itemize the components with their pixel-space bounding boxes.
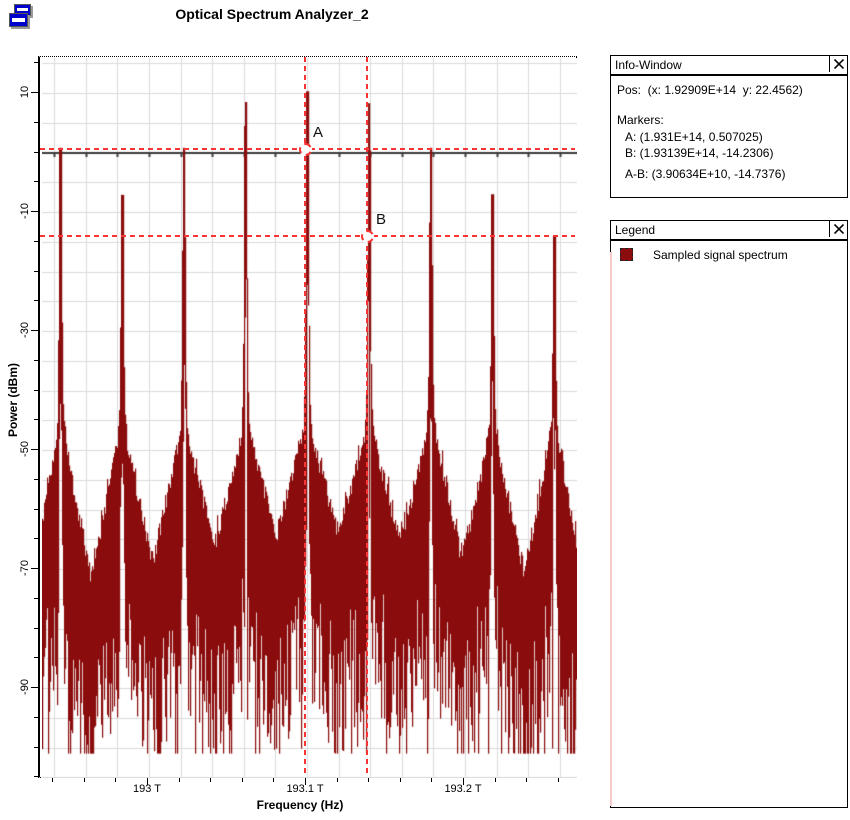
x-minor-tick <box>210 778 211 782</box>
marker-b-vline[interactable] <box>366 57 368 777</box>
marker-b-label: B <box>376 211 387 228</box>
y-major-tick <box>31 92 38 93</box>
x-minor-tick <box>400 778 401 782</box>
legend-title: Legend <box>615 223 656 237</box>
y-minor-tick <box>34 360 38 361</box>
y-minor-tick <box>34 657 38 658</box>
info-pos-readout: Pos: (x: 1.92909E+14 y: 22.4562) <box>617 83 803 97</box>
y-minor-tick <box>34 271 38 272</box>
y-major-tick <box>31 449 38 450</box>
info-marker-b-readout: B: (1.93139E+14, -14.2306) <box>625 146 774 160</box>
y-minor-tick <box>34 181 38 182</box>
y-major-tick <box>31 211 38 212</box>
y-minor-tick <box>34 479 38 480</box>
legend-close-button[interactable] <box>829 221 847 237</box>
marker-b-hline[interactable] <box>40 235 575 237</box>
y-minor-tick <box>34 419 38 420</box>
y-tick-label: -70 <box>19 560 31 576</box>
info-window-title: Info-Window <box>615 58 682 72</box>
y-minor-tick <box>34 241 38 242</box>
y-tick-label: -90 <box>19 679 31 695</box>
y-minor-tick <box>34 747 38 748</box>
y-tick-label: -10 <box>19 203 31 219</box>
x-minor-tick <box>558 778 559 782</box>
x-minor-tick <box>115 778 116 782</box>
y-minor-tick <box>34 122 38 123</box>
y-minor-tick <box>34 538 38 539</box>
y-major-tick <box>31 568 38 569</box>
x-minor-tick <box>431 778 432 782</box>
info-window-panel: Info-Window Pos: (x: 1.92909E+14 y: 22.4… <box>610 55 848 198</box>
y-major-tick <box>31 687 38 688</box>
marker-a-vline[interactable] <box>304 57 306 777</box>
y-tick-label: 10 <box>19 85 31 99</box>
info-markers-heading: Markers: <box>617 113 664 127</box>
y-major-tick <box>31 330 38 331</box>
info-window-close-button[interactable] <box>829 56 847 72</box>
close-icon <box>833 224 844 234</box>
info-window-titlebar[interactable]: Info-Window <box>611 56 847 76</box>
x-minor-tick <box>526 778 527 782</box>
x-tick-label: 193 T <box>133 783 161 795</box>
legend-panel: Legend Sampled signal spectrum <box>610 220 848 808</box>
x-major-tick <box>305 778 306 785</box>
window-icon-front <box>9 13 28 27</box>
info-marker-a-readout: A: (1.931E+14, 0.507025) <box>625 130 763 144</box>
y-tick-label: -50 <box>19 441 31 457</box>
x-major-tick <box>463 778 464 785</box>
y-tick-label: -30 <box>19 322 31 338</box>
x-axis-title: Frequency (Hz) <box>256 798 344 812</box>
x-major-tick <box>147 778 148 785</box>
x-minor-tick <box>179 778 180 782</box>
marker-a-label: A <box>313 124 324 141</box>
legend-titlebar[interactable]: Legend <box>611 221 847 241</box>
marker-b-point[interactable] <box>361 230 374 243</box>
y-minor-tick <box>34 628 38 629</box>
x-minor-tick <box>84 778 85 782</box>
close-icon <box>833 59 844 69</box>
spectrum-plot[interactable] <box>38 56 577 778</box>
spectrum-canvas[interactable] <box>42 58 577 778</box>
x-minor-tick <box>242 778 243 782</box>
x-minor-tick <box>52 778 53 782</box>
y-minor-tick <box>34 390 38 391</box>
y-minor-tick <box>34 300 38 301</box>
window-icon <box>8 3 32 29</box>
legend-accent-line <box>610 252 612 806</box>
y-minor-tick <box>34 776 38 777</box>
marker-a-point[interactable] <box>299 143 312 156</box>
x-tick-label: 193.2 T <box>444 783 482 795</box>
y-minor-tick <box>34 152 38 153</box>
y-minor-tick <box>34 509 38 510</box>
legend-series-swatch <box>620 248 633 261</box>
y-minor-tick <box>34 598 38 599</box>
x-tick-label: 193.1 T <box>286 783 324 795</box>
y-minor-tick <box>34 62 38 63</box>
y-axis-title: Power (dBm) <box>6 363 20 438</box>
x-minor-tick <box>368 778 369 782</box>
x-minor-tick <box>337 778 338 782</box>
page-title: Optical Spectrum Analyzer_2 <box>175 6 369 22</box>
x-minor-tick <box>495 778 496 782</box>
legend-series-label: Sampled signal spectrum <box>653 248 788 262</box>
x-minor-tick <box>273 778 274 782</box>
info-marker-ab-readout: A-B: (3.90634E+10, -14.7376) <box>625 167 786 181</box>
y-minor-tick <box>34 717 38 718</box>
